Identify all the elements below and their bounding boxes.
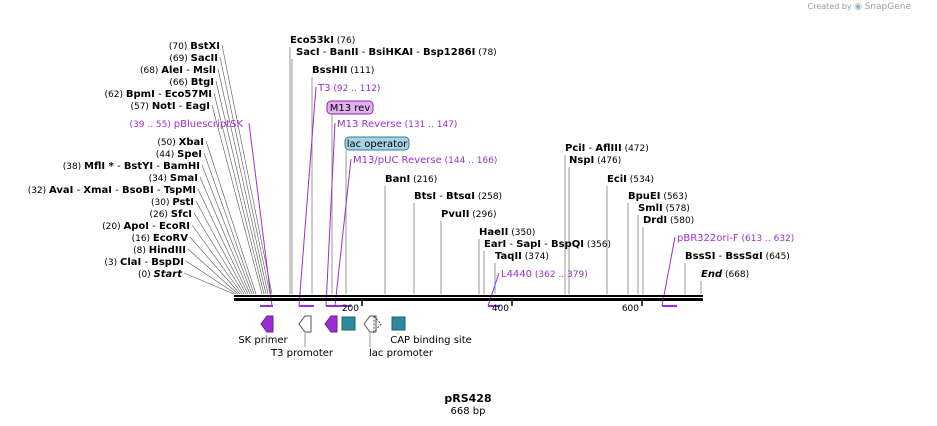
glyph-label: T3 promoter xyxy=(270,348,334,359)
ruler-tick-label: 400 xyxy=(492,304,509,314)
restriction-site-label[interactable]: PciI - AflIII (472) xyxy=(565,143,649,154)
restriction-site-label[interactable]: (57) NotI - EagI xyxy=(130,101,210,112)
restriction-site-label[interactable]: (38) MflI * - BstYI - BamHI xyxy=(63,161,200,172)
restriction-site-label[interactable]: Eco53kI (76) xyxy=(290,35,355,46)
snapgene-logo-icon: ◉ xyxy=(854,2,863,12)
site-connector-line xyxy=(183,272,235,295)
restriction-site-label[interactable]: SmlI (578) xyxy=(638,203,690,214)
ruler-tick-label: 600 xyxy=(622,304,639,314)
restriction-site-label[interactable]: (20) ApoI - EcoRI xyxy=(102,221,190,232)
feature-label[interactable]: L4440 (362 .. 379) xyxy=(501,269,588,280)
site-connector-line xyxy=(191,224,243,295)
feature-label-box[interactable] xyxy=(326,100,374,115)
site-connector-line xyxy=(221,44,273,295)
restriction-site-label[interactable]: TaqII (374) xyxy=(495,251,549,262)
binding-site-box-icon[interactable] xyxy=(391,316,406,331)
restriction-site-label[interactable]: EciI (534) xyxy=(607,174,654,185)
feature-label[interactable]: pBR322ori-F (613 .. 632) xyxy=(677,233,794,244)
promoter-arrow-icon[interactable] xyxy=(298,315,312,333)
operator-arrow-icon xyxy=(373,314,382,334)
glyph-label: SK primer xyxy=(238,335,288,346)
feature-connector-line xyxy=(325,122,336,307)
restriction-site-label[interactable]: (26) SfcI xyxy=(149,209,192,220)
primer-arrow-icon[interactable] xyxy=(324,315,338,333)
restriction-site-label[interactable]: EarI - SapI - BspQI (356) xyxy=(484,239,611,250)
restriction-site-label[interactable]: (32) AvaI - XmaI - BsoBI - TspMI xyxy=(28,185,196,196)
site-labels: (0) Start(3) ClaI - BspDI(8) HindIII(16)… xyxy=(28,35,790,280)
backbone-bottom-strand xyxy=(234,298,703,301)
restriction-site-label[interactable]: (70) BstXI xyxy=(169,41,220,52)
site-connector-line xyxy=(195,200,247,295)
connector-lines xyxy=(183,44,702,307)
feature-connector-line xyxy=(661,236,676,307)
site-connector-line xyxy=(213,92,265,295)
restriction-site-label[interactable]: (66) BtgI xyxy=(169,77,214,88)
plasmid-length: 668 bp xyxy=(451,406,486,417)
site-connector-line xyxy=(193,212,245,295)
site-connector-line xyxy=(215,80,267,295)
primer-arrow-icon[interactable] xyxy=(260,315,274,333)
feature-box-label: M13 rev xyxy=(330,103,371,114)
restriction-site-label[interactable]: (50) XbaI xyxy=(157,137,204,148)
feature-connector-line xyxy=(487,272,500,307)
site-connector-line xyxy=(189,236,241,295)
restriction-site-label[interactable]: (16) EcoRV xyxy=(132,233,189,244)
site-connector-line xyxy=(205,140,257,295)
restriction-site-label[interactable]: PvuII (296) xyxy=(441,209,496,220)
plasmid-title: pRS428 668 bp xyxy=(444,392,491,417)
restriction-site-label[interactable]: BssSI - BssSαI (645) xyxy=(685,251,790,262)
credit-prefix: Created by xyxy=(807,2,852,11)
feature-glyphs: SK primer T3 promoter lac promoter CAP bind… xyxy=(238,314,472,359)
restriction-site-label[interactable]: BssHII (111) xyxy=(312,65,374,76)
restriction-site-label[interactable]: (44) SpeI xyxy=(156,149,202,160)
restriction-site-label[interactable]: BanI (216) xyxy=(385,174,437,185)
site-connector-line xyxy=(187,248,239,295)
restriction-site-label[interactable]: (69) SacII xyxy=(169,53,218,64)
restriction-site-label[interactable]: (0) Start xyxy=(138,269,183,280)
site-connector-line xyxy=(217,68,269,295)
feature-annotations: (39 .. 55) pBluescriptSK T3 (92 .. 112) M1… xyxy=(130,83,794,307)
restriction-site-label[interactable]: (30) PstI xyxy=(151,197,194,208)
feature-label[interactable]: T3 (92 .. 112) xyxy=(317,83,380,94)
restriction-site-label[interactable]: (34) SmaI xyxy=(149,173,198,184)
restriction-site-label[interactable]: DrdI (580) xyxy=(643,215,694,226)
plasmid-name: pRS428 xyxy=(444,392,491,405)
restriction-site-label[interactable]: (8) HindIII xyxy=(133,245,186,256)
feature-label-box[interactable] xyxy=(344,136,410,151)
feature-label[interactable]: (39 .. 55) pBluescriptSK xyxy=(130,119,244,130)
promoter-arrow-icon[interactable] xyxy=(363,315,377,333)
ruler-tick-label: 200 xyxy=(342,304,359,314)
restriction-site-label[interactable]: SacI - BanII - BsiHKAI - Bsp1286I (78) xyxy=(296,47,497,58)
site-connector-line xyxy=(211,104,263,295)
site-connector-line xyxy=(201,164,253,295)
restriction-site-label[interactable]: BpuEI (563) xyxy=(628,191,688,202)
restriction-site-label[interactable]: (62) BpmI - Eco57MI xyxy=(105,89,212,100)
ruler-ticks: 200 400 600 xyxy=(342,301,643,314)
restriction-site-label[interactable]: End (668) xyxy=(701,269,749,280)
site-connector-line xyxy=(185,260,237,295)
feature-connector-line xyxy=(334,158,352,307)
glyph-label: CAP binding site xyxy=(390,335,472,346)
feature-label[interactable]: M13 Reverse (131 .. 147) xyxy=(337,119,457,130)
snapgene-credit: Created by ◉ SnapGene xyxy=(808,2,911,12)
feature-connector-line xyxy=(248,122,273,307)
site-connector-line xyxy=(199,176,251,295)
feature-box-label: lac operator xyxy=(347,139,408,150)
restriction-site-label[interactable]: (3) ClaI - BspDI xyxy=(104,257,184,268)
credit-brand: SnapGene xyxy=(864,2,911,12)
site-connector-line xyxy=(197,188,249,295)
backbone-top-strand xyxy=(234,295,703,297)
restriction-site-label[interactable]: NspI (476) xyxy=(569,155,621,166)
binding-site-box-icon[interactable] xyxy=(341,316,356,331)
restriction-site-label[interactable]: (68) AleI - MslI xyxy=(140,65,216,76)
feature-connector-line xyxy=(298,86,317,307)
glyph-label: lac promoter xyxy=(369,348,434,359)
restriction-site-label[interactable]: BtsI - BtsαI (258) xyxy=(414,191,502,202)
restriction-site-label[interactable]: HaeII (350) xyxy=(479,227,535,238)
site-connector-line xyxy=(203,152,255,295)
site-connector-line xyxy=(219,56,271,295)
sequence-backbone xyxy=(234,295,703,301)
feature-label[interactable]: M13/pUC Reverse (144 .. 166) xyxy=(353,155,497,166)
